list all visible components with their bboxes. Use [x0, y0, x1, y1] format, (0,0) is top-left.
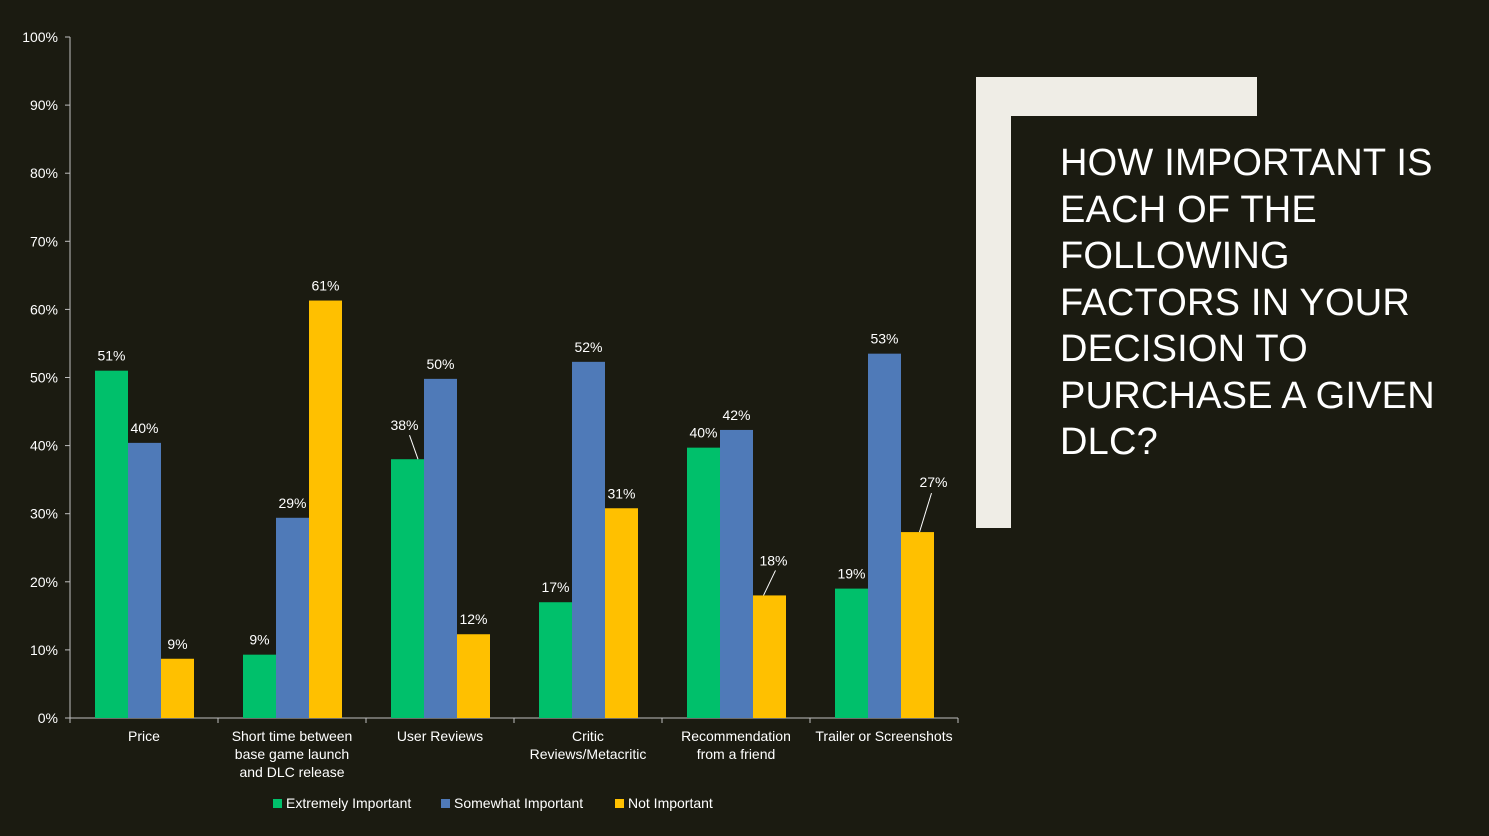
data-label: 9% [249, 632, 269, 648]
data-label: 53% [870, 331, 898, 347]
legend-item-extremely-important: Extremely Important [273, 795, 411, 811]
data-label: 18% [759, 552, 787, 568]
data-label: 19% [837, 566, 865, 582]
y-tick-label: 10% [30, 642, 58, 658]
frame-bracket-top [976, 77, 1257, 116]
bar-somewhat-important [572, 361, 605, 718]
bar-extremely-important [539, 602, 572, 718]
bar-not-important [457, 634, 490, 718]
bar-somewhat-important [128, 442, 161, 718]
bar-extremely-important [835, 588, 868, 718]
data-label-leader [919, 492, 932, 533]
legend-label-not-important: Not Important [628, 795, 713, 811]
x-tick-label: Trailer or Screenshots [815, 728, 952, 744]
data-label: 40% [689, 425, 717, 441]
data-label: 38% [390, 417, 418, 433]
legend-swatch-extremely-important [273, 798, 282, 808]
data-label: 51% [97, 348, 125, 364]
bar-chart: 0% 10% 20% 30% 40% 50% 60% 70% 80% 90% 100% Price Sh… [22, 29, 959, 780]
bar-extremely-important [243, 654, 276, 718]
bar-extremely-important [95, 370, 128, 718]
data-label: 50% [426, 356, 454, 372]
data-label: 29% [278, 495, 306, 511]
data-label: 42% [722, 407, 750, 423]
chart-legend: Extremely Important Somewhat Important N… [0, 795, 1489, 815]
bar-somewhat-important [276, 517, 309, 718]
bar-somewhat-important [424, 378, 457, 718]
bar-not-important [605, 508, 638, 718]
frame-bracket-left [976, 77, 1011, 528]
data-label: 40% [130, 420, 158, 436]
y-tick-label: 20% [30, 574, 58, 590]
legend-swatch-not-important [615, 798, 624, 808]
y-tick-label: 0% [38, 710, 58, 726]
y-tick-label: 80% [30, 165, 58, 181]
y-tick-label: 90% [30, 97, 58, 113]
legend-item-somewhat-important: Somewhat Important [441, 795, 583, 811]
bar-not-important [309, 300, 342, 718]
data-label: 9% [167, 636, 187, 652]
bar-not-important [161, 658, 194, 718]
bar-extremely-important [391, 459, 424, 718]
x-tick-label: Critic Reviews/Metacritic [530, 728, 647, 762]
x-tick-label: Short time between base game launch and DL… [232, 728, 353, 780]
bar-extremely-important [687, 447, 720, 718]
legend-label-somewhat-important: Somewhat Important [454, 795, 584, 811]
data-label-leader [763, 570, 776, 596]
bar-somewhat-important [720, 429, 753, 718]
x-tick-label: Price [128, 728, 160, 744]
data-label: 12% [459, 611, 487, 627]
bar-somewhat-important [868, 353, 901, 718]
y-tick-label: 100% [22, 29, 58, 45]
x-tick-label: User Reviews [397, 728, 483, 744]
data-label: 31% [607, 485, 635, 501]
slide-title: HOW IMPORTANT IS EACH OF THE FOLLOWING F… [1060, 142, 1435, 463]
data-label: 61% [311, 278, 339, 294]
data-label: 17% [541, 579, 569, 595]
y-tick-label: 40% [30, 438, 58, 454]
data-label: 52% [574, 339, 602, 355]
legend-swatch-somewhat-important [441, 798, 450, 808]
data-label: 27% [919, 474, 947, 490]
bar-not-important [901, 532, 934, 718]
y-tick-label: 50% [30, 370, 58, 386]
legend-label-extremely-important: Extremely Important [286, 795, 412, 811]
bar-not-important [753, 595, 786, 718]
x-tick-label: Recommendation from a friend [681, 728, 791, 762]
legend-item-not-important: Not Important [615, 795, 713, 811]
y-tick-label: 60% [30, 301, 58, 317]
y-tick-label: 70% [30, 233, 58, 249]
data-label-leader [409, 435, 419, 460]
y-tick-label: 30% [30, 506, 58, 522]
